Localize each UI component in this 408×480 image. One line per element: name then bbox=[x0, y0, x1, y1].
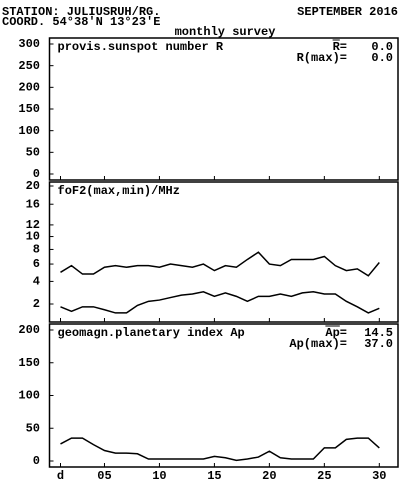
series-line bbox=[60, 437, 380, 462]
y-tick-label: 100 bbox=[18, 389, 40, 403]
survey: monthly survey bbox=[175, 25, 276, 39]
y-tick-label: 4 bbox=[33, 275, 40, 289]
stat-label: Ap= bbox=[325, 326, 347, 340]
series-line bbox=[60, 251, 380, 277]
y-tick-label: 2 bbox=[33, 297, 40, 311]
y-tick-label: 200 bbox=[18, 81, 40, 95]
y-tick-label: 20 bbox=[26, 179, 40, 193]
y-tick-label: 50 bbox=[26, 421, 40, 435]
y-tick-label: 300 bbox=[18, 37, 40, 51]
y-tick-label: 6 bbox=[33, 257, 40, 271]
stat-label: R(max)= bbox=[297, 51, 347, 65]
panel-title: provis.sunspot number R bbox=[58, 40, 224, 54]
y-tick-label: 8 bbox=[33, 243, 40, 257]
y-tick-label: 10 bbox=[26, 230, 40, 244]
station: STATION: JULIUSRUH/RG. bbox=[2, 5, 160, 19]
stat-value: 37.0 bbox=[364, 337, 393, 351]
y-tick-label: 0 bbox=[33, 167, 40, 181]
panel-title: geomagn.planetary index Ap bbox=[58, 326, 245, 340]
stat-label: Ap(max)= bbox=[289, 337, 347, 351]
y-tick-label: 100 bbox=[18, 124, 40, 138]
y-tick-label: 150 bbox=[18, 102, 40, 116]
y-tick-label: 0 bbox=[33, 454, 40, 468]
stat-value: 0.0 bbox=[371, 51, 393, 65]
stat-label: R= bbox=[333, 40, 347, 54]
x-tick-label: 15 bbox=[207, 469, 221, 480]
x-tick-label: 25 bbox=[317, 469, 331, 480]
stat-value: 14.5 bbox=[364, 326, 393, 340]
y-tick-label: 12 bbox=[26, 218, 40, 232]
coord: COORD. 54°38'N 13°23'E bbox=[2, 15, 160, 29]
y-tick-label: 200 bbox=[18, 323, 40, 337]
date: SEPTEMBER 2016 bbox=[297, 5, 398, 19]
x-tick-label: 20 bbox=[262, 469, 276, 480]
panel-frame bbox=[48, 181, 399, 323]
x-tick-label: 05 bbox=[97, 469, 111, 480]
panel-title: foF2(max,min)/MHz bbox=[58, 184, 180, 198]
x-tick-label: 30 bbox=[372, 469, 386, 480]
x-tick-label: d bbox=[57, 469, 64, 480]
y-tick-label: 50 bbox=[26, 146, 40, 160]
series-line bbox=[60, 290, 380, 314]
y-tick-label: 150 bbox=[18, 356, 40, 370]
stat-value: 0.0 bbox=[371, 40, 393, 54]
y-tick-label: 16 bbox=[26, 197, 40, 211]
x-tick-label: 10 bbox=[152, 469, 166, 480]
y-tick-label: 250 bbox=[18, 59, 40, 73]
